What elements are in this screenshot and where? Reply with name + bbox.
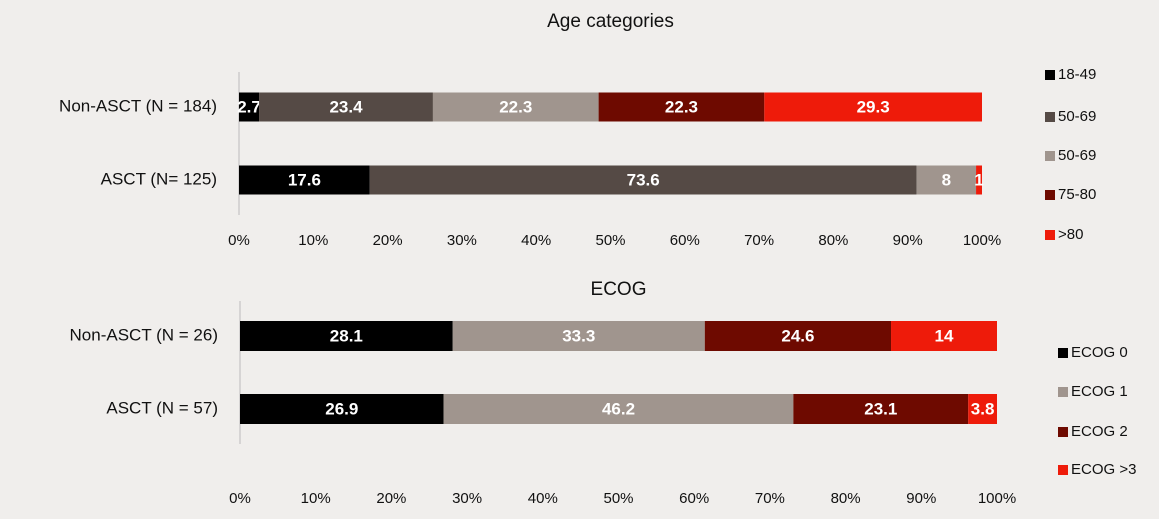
bar-segment (239, 165, 370, 195)
x-tick-label: 40% (528, 490, 558, 507)
value-label: 17.6 (288, 170, 321, 189)
category-label: Non-ASCT (N = 26) (70, 325, 218, 344)
legend-label: 75-80 (1058, 186, 1096, 203)
bar-segment (793, 394, 969, 424)
value-label: 14 (935, 326, 954, 345)
bar-segment (432, 92, 599, 122)
chart-title: Age categories (547, 11, 674, 32)
bar-segment (240, 394, 444, 424)
bar-segment (443, 394, 794, 424)
bar-segment (240, 321, 453, 351)
legend-label: 18-49 (1058, 66, 1096, 83)
legend-swatch (1045, 230, 1055, 240)
value-label: 29.3 (857, 97, 890, 116)
bar-segment (369, 165, 917, 195)
legend-swatch (1045, 190, 1055, 200)
value-label: 24.6 (781, 326, 814, 345)
x-tick-label: 20% (373, 232, 403, 249)
x-tick-label: 100% (963, 232, 1001, 249)
legend-label: >80 (1058, 226, 1083, 243)
bar-segment (916, 165, 977, 195)
legend-label: ECOG >3 (1071, 461, 1136, 478)
legend-swatch (1045, 70, 1055, 80)
category-label: ASCT (N= 125) (101, 169, 217, 188)
x-tick-label: 70% (755, 490, 785, 507)
value-label: 23.4 (329, 97, 363, 116)
category-label: Non-ASCT (N = 184) (59, 96, 217, 115)
x-tick-label: 90% (893, 232, 923, 249)
value-label: 73.6 (627, 170, 660, 189)
bar-segment (764, 92, 982, 122)
legend-swatch (1058, 387, 1068, 397)
value-label: 23.1 (864, 399, 897, 418)
x-tick-label: 100% (978, 490, 1016, 507)
value-label: 33.3 (562, 326, 595, 345)
x-tick-label: 30% (447, 232, 477, 249)
value-label: 22.3 (665, 97, 698, 116)
value-label: 26.9 (325, 399, 358, 418)
value-label: 46.2 (602, 399, 635, 418)
legend-label: ECOG 0 (1071, 344, 1128, 361)
chart-title: ECOG (591, 279, 647, 300)
legend-label: 50-69 (1058, 108, 1096, 125)
legend-swatch (1058, 427, 1068, 437)
x-tick-label: 20% (376, 490, 406, 507)
x-tick-label: 0% (228, 232, 250, 249)
legend-swatch (1045, 151, 1055, 161)
x-tick-label: 60% (670, 232, 700, 249)
x-tick-label: 50% (603, 490, 633, 507)
value-label: 28.1 (330, 326, 363, 345)
x-tick-label: 90% (906, 490, 936, 507)
x-tick-label: 30% (452, 490, 482, 507)
value-label: 3.8 (971, 399, 995, 418)
legend-swatch (1058, 348, 1068, 358)
value-label: 8 (942, 170, 951, 189)
x-tick-label: 60% (679, 490, 709, 507)
value-label: 2.7 (237, 97, 261, 116)
x-tick-label: 10% (301, 490, 331, 507)
x-tick-label: 80% (831, 490, 861, 507)
x-tick-label: 0% (229, 490, 251, 507)
value-label: 1 (974, 170, 983, 189)
x-tick-label: 50% (595, 232, 625, 249)
x-tick-label: 10% (298, 232, 328, 249)
bar-segment (704, 321, 892, 351)
bar-segment (239, 92, 260, 122)
x-tick-label: 40% (521, 232, 551, 249)
legend-swatch (1045, 112, 1055, 122)
x-tick-label: 80% (818, 232, 848, 249)
x-tick-label: 70% (744, 232, 774, 249)
value-label: 22.3 (499, 97, 532, 116)
legend-label: 50-69 (1058, 147, 1096, 164)
bar-segment (891, 321, 997, 351)
bar-segment (452, 321, 705, 351)
legend-label: ECOG 2 (1071, 423, 1128, 440)
legend-swatch (1058, 465, 1068, 475)
category-label: ASCT (N = 57) (106, 398, 218, 417)
bar-segment (976, 165, 982, 195)
bar-segment (968, 394, 997, 424)
bar-segment (259, 92, 433, 122)
bar-segment (598, 92, 765, 122)
legend-label: ECOG 1 (1071, 383, 1128, 400)
